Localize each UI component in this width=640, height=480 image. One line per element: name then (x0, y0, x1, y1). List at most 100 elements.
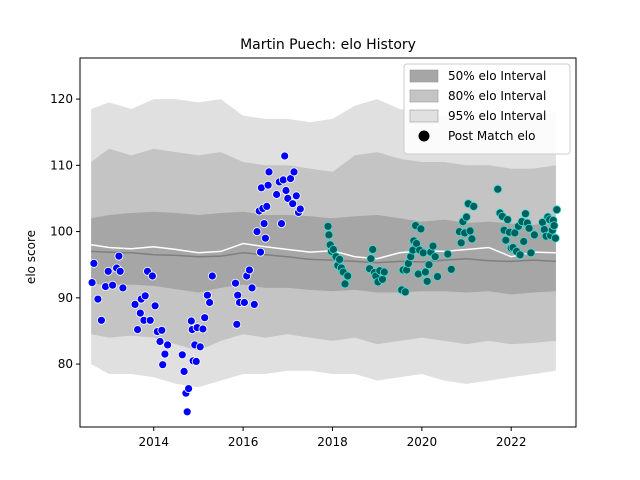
match-point (262, 201, 272, 211)
match-point (158, 360, 168, 370)
post-match-points (87, 151, 562, 417)
axes-frame (79, 57, 577, 428)
y-tick-label: 110 (50, 158, 73, 172)
plot-area (87, 99, 562, 417)
match-point (328, 245, 338, 254)
legend-label: 80% elo Interval (448, 89, 546, 103)
match-point (133, 325, 143, 335)
match-point (519, 237, 529, 246)
match-point (249, 299, 259, 309)
match-point (420, 267, 430, 277)
match-point (422, 276, 432, 286)
match-point (200, 313, 210, 323)
match-point (87, 278, 97, 288)
match-point (379, 267, 389, 277)
x-tick-label: 2016 (228, 435, 259, 449)
match-point (155, 337, 165, 346)
match-point (118, 283, 128, 293)
match-point (89, 258, 99, 268)
x-tick-label: 2018 (317, 435, 348, 449)
match-point (366, 254, 376, 264)
match-point (140, 291, 150, 301)
match-point (335, 254, 345, 264)
y-tick-label: 120 (50, 92, 73, 106)
match-point (160, 349, 170, 359)
match-point (503, 215, 513, 225)
match-point (526, 248, 536, 258)
legend-swatch (409, 69, 439, 83)
match-point (378, 274, 387, 284)
match-point (145, 315, 155, 325)
match-point (278, 175, 288, 185)
match-point (456, 238, 466, 248)
match-point (277, 219, 286, 229)
match-point (103, 266, 113, 276)
y-axis-ticks: 80 90 100 110 120 (50, 92, 80, 371)
legend-label: 95% elo Interval (448, 109, 546, 123)
chart-title: Martin Puech: elo History (240, 37, 416, 53)
match-point (430, 252, 440, 262)
match-point (150, 301, 160, 311)
match-point (256, 247, 265, 257)
legend-swatch (409, 89, 439, 103)
match-point (416, 224, 426, 234)
match-point (462, 212, 471, 222)
y-tick-label: 90 (58, 291, 73, 305)
match-point (418, 248, 428, 258)
match-point (510, 228, 520, 238)
match-point (207, 271, 217, 281)
match-point (469, 201, 479, 211)
match-point (231, 278, 240, 288)
match-point (191, 356, 201, 366)
legend-swatch (409, 109, 439, 123)
legend: 50% elo Interval 80% elo Interval 95% elo … (403, 63, 571, 155)
match-point (184, 384, 194, 394)
match-point (263, 180, 273, 190)
match-point (286, 174, 295, 184)
trend-lines (91, 242, 556, 264)
match-point (182, 407, 192, 417)
x-axis-ticks: 2014 2016 2018 2020 2022 (138, 427, 526, 449)
match-point (295, 204, 305, 214)
match-point (446, 264, 456, 274)
median-line (91, 250, 556, 264)
match-point (324, 230, 334, 240)
x-tick-label: 2020 (407, 435, 438, 449)
match-point (147, 271, 157, 281)
match-point (177, 350, 187, 360)
match-point (493, 184, 503, 194)
match-point (323, 221, 333, 231)
match-point (343, 271, 353, 281)
match-point (252, 227, 262, 237)
match-point (108, 280, 117, 290)
match-point (264, 167, 274, 177)
match-point (400, 287, 410, 297)
match-point (135, 308, 145, 318)
match-point (259, 219, 269, 229)
legend-label: 50% elo Interval (448, 69, 546, 83)
match-point (205, 298, 215, 307)
mean-line (91, 242, 556, 260)
match-point (244, 265, 254, 275)
match-point (163, 340, 173, 350)
match-point (272, 190, 282, 199)
match-point (524, 223, 534, 233)
x-tick-label: 2022 (496, 435, 527, 449)
match-point (233, 290, 243, 300)
y-tick-label: 100 (50, 225, 73, 239)
match-point (101, 282, 110, 292)
match-point (552, 205, 562, 215)
band-50 (91, 211, 556, 295)
match-point (551, 233, 560, 243)
match-point (114, 251, 124, 261)
match-point (280, 151, 290, 161)
match-point (289, 167, 299, 177)
match-point (247, 283, 257, 293)
y-axis-label: elo score (24, 230, 38, 284)
match-point (521, 209, 530, 219)
match-point (288, 199, 298, 209)
match-point (281, 186, 291, 195)
match-point (424, 260, 434, 270)
match-point (530, 230, 539, 240)
